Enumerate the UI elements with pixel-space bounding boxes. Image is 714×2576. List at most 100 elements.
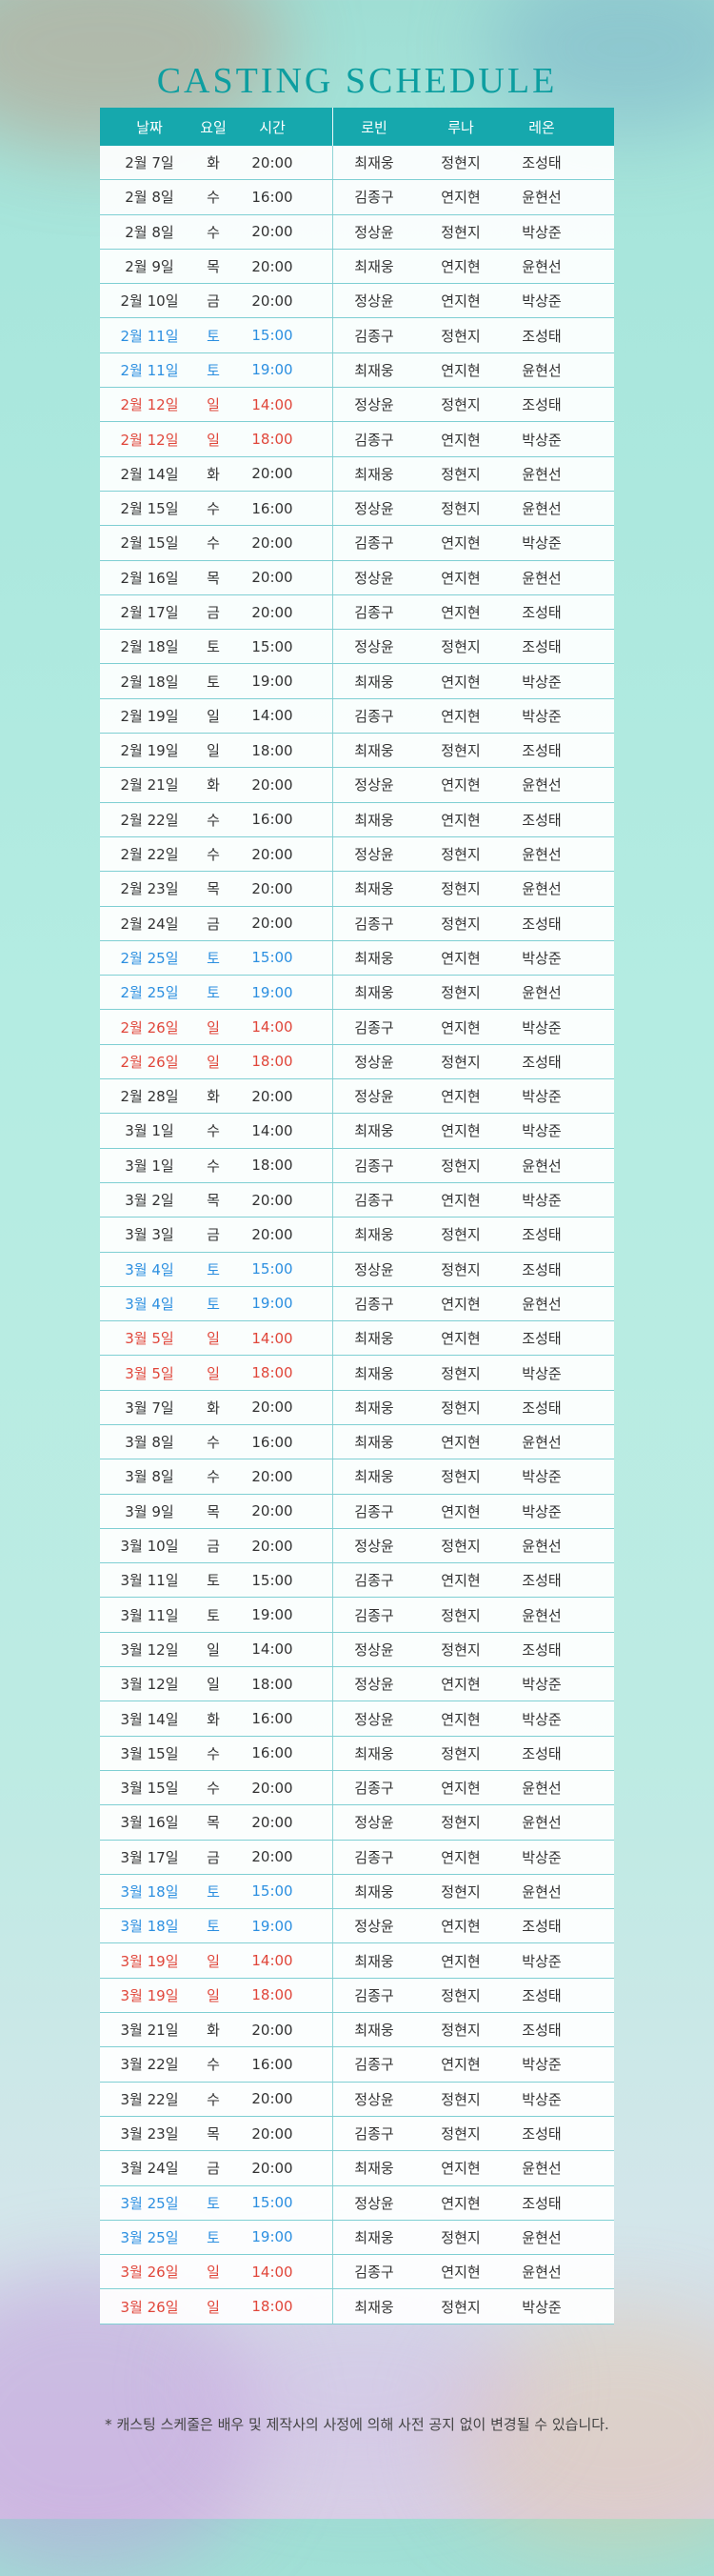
cell-robin: 김종구 [354,604,394,621]
cell-day: 목 [207,880,220,898]
cell-date: 3월 9일 [125,1502,174,1520]
cell-leon: 조성태 [522,811,562,829]
header-day: 요일 [200,118,227,136]
cell-date: 3월 1일 [125,1157,174,1175]
cell-date: 3월 4일 [125,1295,174,1313]
cell-leon: 박상준 [522,1122,562,1140]
cell-leon: 박상준 [522,673,562,691]
cell-luna: 연지현 [441,2160,481,2178]
cell-robin: 김종구 [354,1502,394,1520]
cell-time: 20:00 [251,2159,293,2177]
column-divider [332,2185,333,2220]
cell-time: 18:00 [251,431,293,449]
table-row: 2월 26일 일 18:00 정상윤 정현지 조성태 [100,1044,614,1080]
cell-leon: 조성태 [522,604,562,621]
table-row: 3월 22일 수 16:00 김종구 연지현 박상준 [100,2047,614,2083]
column-divider [332,422,333,456]
cell-luna: 연지현 [441,1848,481,1866]
cell-time: 18:00 [251,1986,293,2004]
column-divider [332,1978,333,2013]
cell-robin: 최재웅 [354,1399,394,1417]
column-divider [332,1356,333,1390]
cell-day: 토 [207,673,220,691]
cell-luna: 연지현 [441,707,481,725]
cell-date: 3월 21일 [120,2022,179,2040]
cell-luna: 정현지 [441,1882,481,1901]
table-row: 3월 15일 수 16:00 최재웅 정현지 조성태 [100,1736,614,1771]
cell-robin: 최재웅 [354,1434,394,1452]
cell-robin: 김종구 [354,1606,394,1624]
cell-day: 금 [207,1848,220,1866]
cell-time: 20:00 [251,533,293,552]
cell-robin: 정상윤 [354,2194,394,2212]
cell-leon: 조성태 [522,1260,562,1278]
cell-day: 토 [207,361,220,379]
cell-luna: 연지현 [441,431,481,449]
cell-leon: 윤현선 [522,2228,562,2246]
column-divider [332,1044,333,1079]
column-divider [332,2151,333,2185]
column-divider [332,594,333,630]
column-divider [332,2047,333,2082]
cell-date: 3월 15일 [120,1780,179,1798]
cell-robin: 김종구 [354,189,394,207]
cell-day: 일 [207,1986,220,2004]
table-row: 3월 1일 수 14:00 최재웅 연지현 박상준 [100,1114,614,1149]
cell-day: 수 [207,846,220,864]
table-row: 3월 25일 토 19:00 최재웅 정현지 윤현선 [100,2220,614,2256]
cell-luna: 정현지 [441,880,481,898]
cell-robin: 최재웅 [354,2022,394,2040]
cell-leon: 박상준 [522,431,562,449]
cell-date: 2월 26일 [120,1053,179,1071]
cell-leon: 박상준 [522,1676,562,1694]
table-row: 2월 25일 토 19:00 최재웅 정현지 윤현선 [100,976,614,1011]
cell-robin: 최재웅 [354,2160,394,2178]
cell-time: 14:00 [251,1018,293,1036]
cell-time: 20:00 [251,879,293,897]
cell-robin: 최재웅 [354,1330,394,1348]
cell-luna: 정현지 [441,1226,481,1244]
cell-robin: 김종구 [354,707,394,725]
cell-leon: 윤현선 [522,776,562,795]
cell-robin: 최재웅 [354,1122,394,1140]
column-divider [332,284,333,318]
table-row: 2월 12일 일 14:00 정상윤 정현지 조성태 [100,388,614,423]
cell-date: 3월 22일 [120,2090,179,2108]
cell-robin: 최재웅 [354,984,394,1002]
cell-luna: 정현지 [441,2090,481,2108]
cell-luna: 연지현 [441,2264,481,2282]
cell-time: 20:00 [251,2021,293,2039]
cell-leon: 조성태 [522,396,562,414]
cell-day: 수 [207,189,220,207]
column-divider [332,318,333,352]
cell-date: 2월 11일 [120,327,179,345]
cell-day: 금 [207,915,220,933]
table-row: 3월 10일 금 20:00 정상윤 정현지 윤현선 [100,1528,614,1564]
cell-robin: 정상윤 [354,396,394,414]
cell-leon: 박상준 [522,1952,562,1970]
cell-day: 수 [207,1744,220,1762]
cell-day: 토 [207,327,220,345]
cell-date: 2월 24일 [120,915,179,933]
cell-day: 금 [207,2160,220,2178]
column-divider [332,1563,333,1598]
cell-day: 일 [207,1018,220,1036]
column-divider [332,698,333,734]
table-row: 3월 12일 일 14:00 정상윤 정현지 조성태 [100,1632,614,1668]
cell-time: 19:00 [251,1295,293,1313]
cell-leon: 윤현선 [522,500,562,518]
cell-day: 일 [207,396,220,414]
cell-robin: 정상윤 [354,2090,394,2108]
cell-date: 3월 18일 [120,1882,179,1901]
column-divider [332,1494,333,1528]
cell-day: 수 [207,2090,220,2108]
column-divider [332,560,333,594]
cell-luna: 정현지 [441,984,481,1002]
cell-time: 14:00 [251,395,293,413]
cell-robin: 최재웅 [354,1468,394,1486]
cell-robin: 김종구 [354,1157,394,1175]
column-divider [332,1218,333,1252]
table-row: 2월 12일 일 18:00 김종구 연지현 박상준 [100,422,614,457]
cell-luna: 정현지 [441,2022,481,2040]
cell-luna: 연지현 [441,189,481,207]
